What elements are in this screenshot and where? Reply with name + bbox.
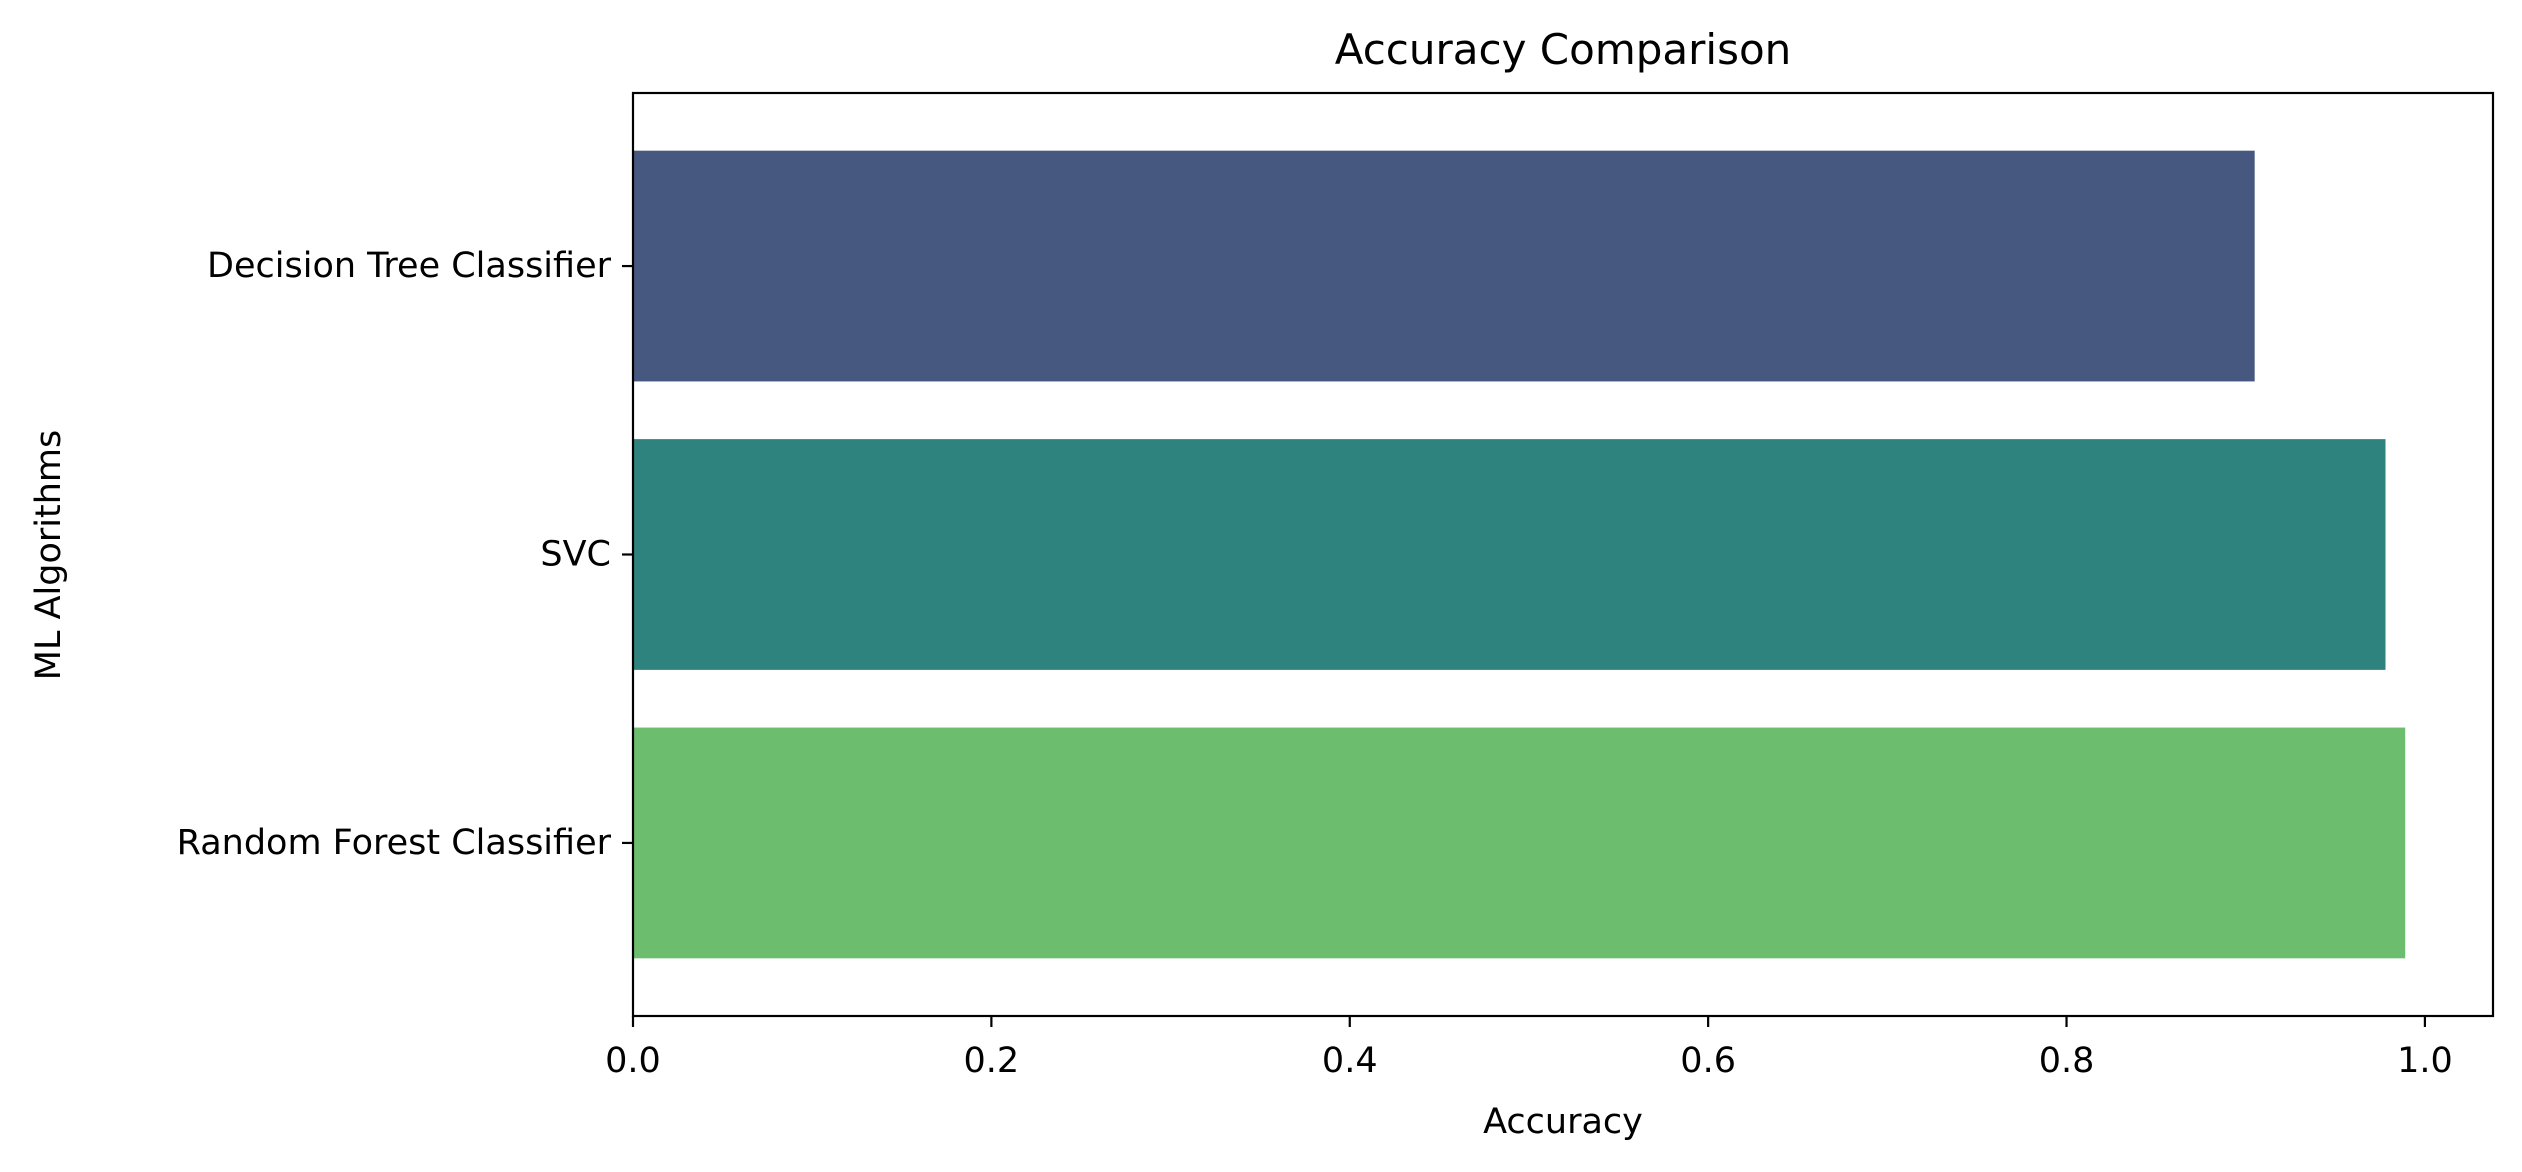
x-tick-label: 0.6 [1680,1041,1736,1081]
bars-group [633,150,2406,959]
bar-decision-tree-classifier [633,150,2255,382]
y-tick-label: Decision Tree Classifier [207,246,612,286]
y-tick-label: Random Forest Classifier [177,823,612,863]
x-tick-label: 0.4 [1322,1041,1378,1081]
y-axis-ticks: Decision Tree Classifier SVC Random Forest… [177,246,633,863]
y-axis-label: ML Algorithms [29,430,69,680]
bar-svc [633,439,2386,670]
x-tick-label: 0.8 [2039,1041,2095,1081]
x-tick-label: 0.0 [605,1041,661,1081]
x-axis-label: Accuracy [1483,1102,1643,1142]
y-tick-label: SVC [540,535,611,575]
x-tick-label: 1.0 [2397,1041,2453,1081]
bar-random-forest-classifier [633,727,2406,959]
x-tick-label: 0.2 [964,1041,1020,1081]
chart-title: Accuracy Comparison [1335,25,1792,74]
x-axis-ticks: 0.0 0.2 0.4 0.6 0.8 1.0 [605,1016,2453,1081]
